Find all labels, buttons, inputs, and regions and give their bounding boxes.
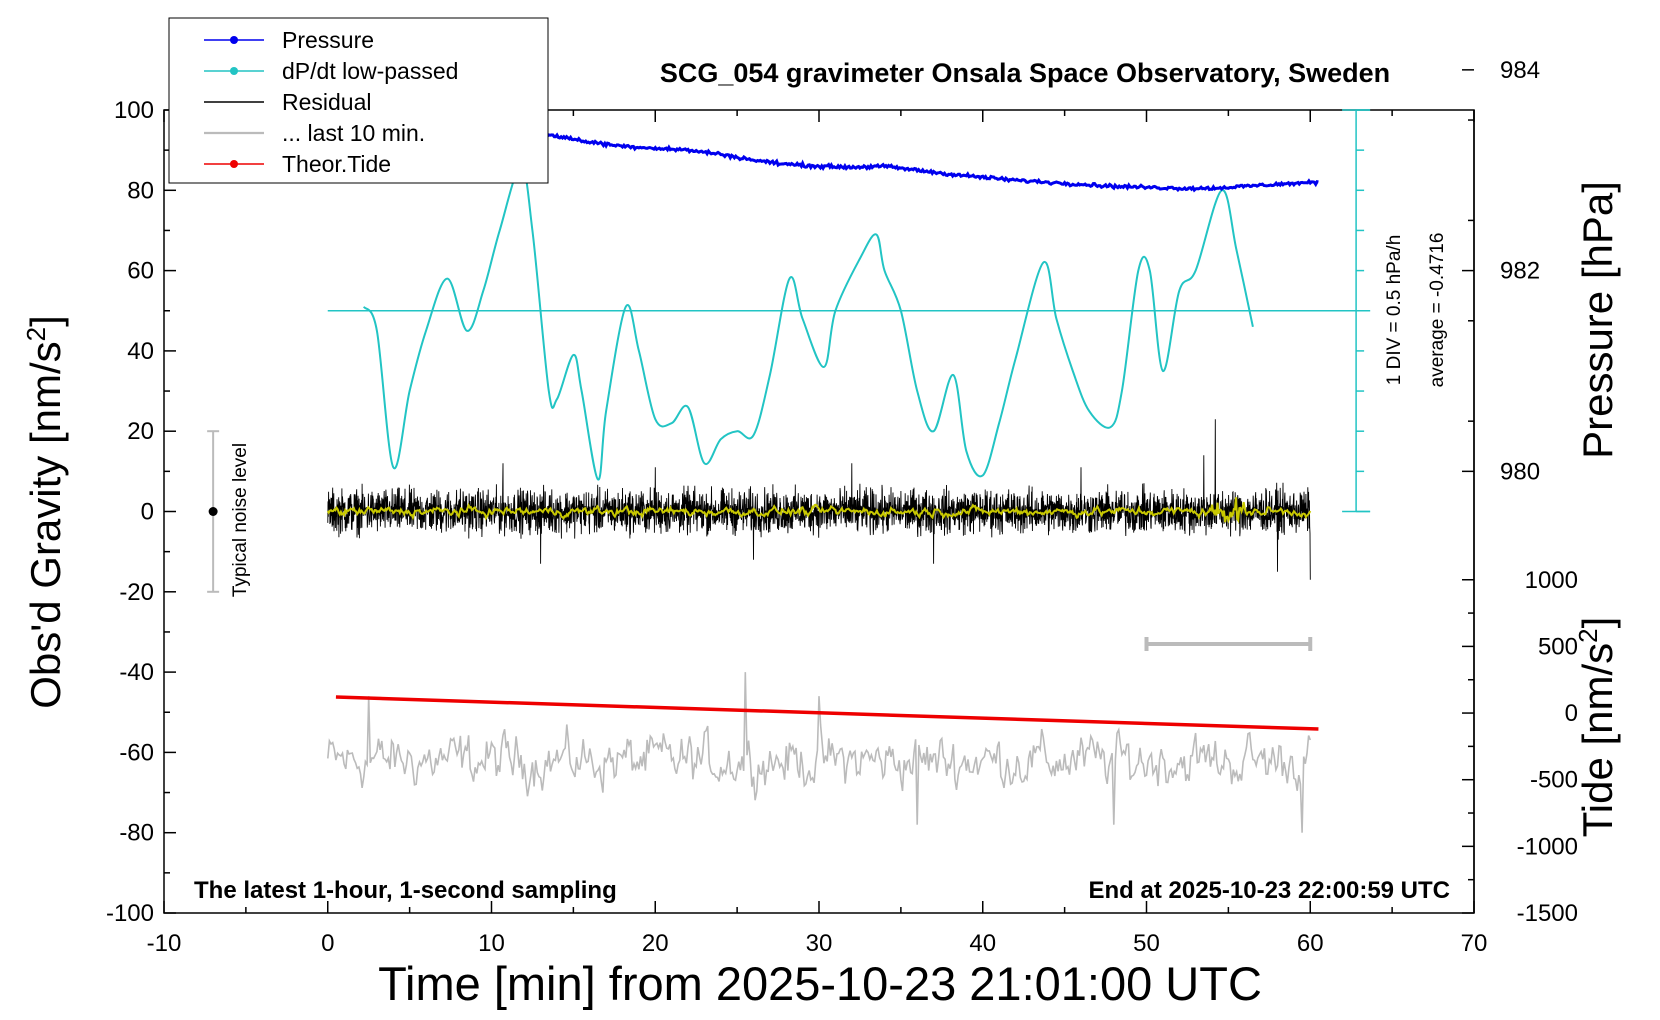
y-axis-label-end: ] [22, 315, 69, 327]
tide-tick-label: -500 [1530, 767, 1578, 794]
y-tick-label: -100 [106, 900, 154, 927]
x-tick-label: 60 [1297, 930, 1324, 957]
y-axis-label-main: Obs'd Gravity [nm/s [22, 341, 69, 708]
legend-marker [230, 160, 238, 168]
y-tick-label: 0 [141, 499, 154, 526]
div-label: 1 DIV = 0.5 hPa/h [1384, 235, 1405, 386]
tide-axis-label-main: Tide [nm/s [1574, 643, 1621, 838]
y-tick-label: 100 [114, 97, 154, 124]
y-tick-label: -60 [119, 739, 154, 766]
y-axis-label: Obs'd Gravity [nm/s2] [21, 315, 69, 709]
tide-axis-label: Tide [nm/s2] [1573, 617, 1621, 838]
tide-axis-label-sup: 2 [1573, 628, 1603, 642]
x-tick-label: 20 [642, 930, 669, 957]
tide-tick-label: 1000 [1525, 567, 1578, 594]
legend-label: Residual [282, 89, 372, 115]
y-tick-label: 80 [127, 177, 154, 204]
x-tick-label: 40 [969, 930, 996, 957]
x-tick-label: -10 [147, 930, 182, 957]
y-tick-label: 20 [127, 418, 154, 445]
y-tick-label: -20 [119, 579, 154, 606]
x-tick-label: 0 [321, 930, 334, 957]
legend-marker [230, 67, 238, 75]
pressure-tick-label: 982 [1500, 258, 1540, 285]
pressure-tick-label: 980 [1500, 458, 1540, 485]
legend-label: ... last 10 min. [282, 120, 425, 146]
footer-right-note: End at 2025-10-23 22:00:59 UTC [1089, 877, 1451, 904]
axes-layer: -10 0 10 20 30 40 50 60 70100806040200-20-40-60-… [106, 57, 1578, 957]
tide-tick-label: 500 [1538, 633, 1578, 660]
residual-line [327, 419, 1311, 580]
tide-tick-label: -1500 [1517, 900, 1578, 927]
x-tick-label: 70 [1461, 930, 1488, 957]
pressure-tick-label: 984 [1500, 57, 1540, 84]
x-axis-label: Time [min] from 2025-10-23 21:01:00 UTC [378, 957, 1262, 1010]
legend-label: dP/dt low-passed [282, 58, 458, 84]
legend-label: Theor.Tide [282, 151, 391, 177]
pressure-axis-label: Pressure [hPa] [1574, 181, 1621, 459]
legend-items: Pressure dP/dt low-passed Residual ... last… [204, 27, 458, 177]
residual-smoothed-line [326, 497, 1312, 524]
tide-tick-label: 0 [1565, 700, 1578, 727]
plot-data-layer [207, 120, 1371, 833]
average-label: average = -0.4716 [1427, 233, 1448, 388]
theoretical-tide-line [335, 695, 1319, 731]
legend-box [168, 17, 549, 184]
y-axis-label-sup: 2 [21, 327, 51, 341]
y-tick-label: -80 [119, 820, 154, 847]
x-tick-label: 10 [478, 930, 505, 957]
y-tick-label: -40 [119, 659, 154, 686]
last-10-min-line [327, 672, 1312, 833]
noise-level-dot [208, 507, 218, 516]
y-tick-label: 60 [127, 258, 154, 285]
chart-title: SCG_054 gravimeter Onsala Space Observat… [660, 58, 1390, 88]
legend-label: Pressure [282, 27, 374, 53]
legend-marker [230, 36, 238, 44]
y-tick-label: 40 [127, 338, 154, 365]
legend: Pressure dP/dt low-passed Residual ... last… [168, 17, 549, 184]
noise-level-label: Typical noise level [230, 443, 251, 597]
x-tick-label: 30 [806, 930, 833, 957]
tide-axis-label-end: ] [1574, 617, 1621, 629]
footer-left-note: The latest 1-hour, 1-second sampling [194, 877, 617, 904]
x-tick-label: 50 [1133, 930, 1160, 957]
tide-tick-label: -1000 [1517, 833, 1578, 860]
